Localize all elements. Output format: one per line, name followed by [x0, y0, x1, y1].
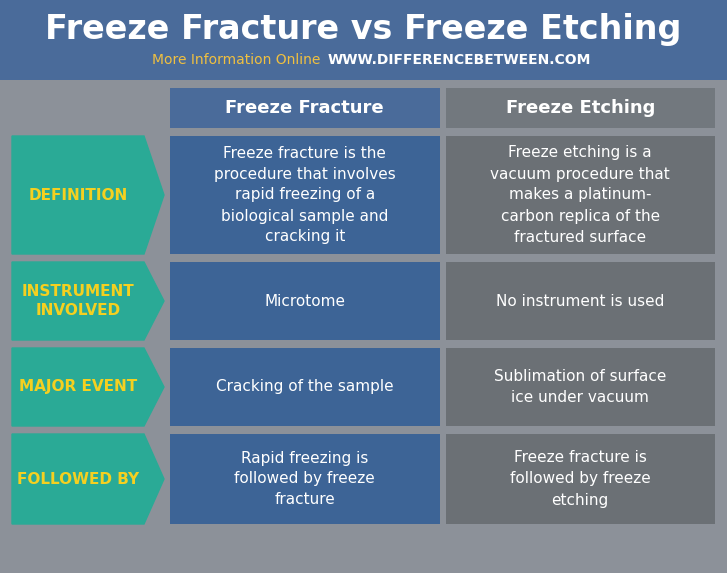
Text: No instrument is used: No instrument is used: [496, 293, 664, 308]
Text: WWW.DIFFERENCEBETWEEN.COM: WWW.DIFFERENCEBETWEEN.COM: [328, 53, 591, 67]
FancyBboxPatch shape: [170, 434, 440, 524]
Polygon shape: [12, 262, 164, 340]
Text: FOLLOWED BY: FOLLOWED BY: [17, 472, 139, 486]
FancyBboxPatch shape: [170, 136, 440, 254]
Text: DEFINITION: DEFINITION: [28, 187, 128, 202]
FancyBboxPatch shape: [446, 348, 715, 426]
Polygon shape: [12, 434, 164, 524]
Text: INSTRUMENT
INVOLVED: INSTRUMENT INVOLVED: [22, 284, 134, 318]
Text: MAJOR EVENT: MAJOR EVENT: [19, 379, 137, 394]
Text: More Information Online: More Information Online: [152, 53, 320, 67]
Text: Microtome: Microtome: [264, 293, 345, 308]
FancyBboxPatch shape: [170, 348, 440, 426]
FancyBboxPatch shape: [0, 0, 727, 80]
FancyBboxPatch shape: [446, 136, 715, 254]
Polygon shape: [12, 348, 164, 426]
Text: Freeze Fracture: Freeze Fracture: [225, 99, 384, 117]
FancyBboxPatch shape: [170, 88, 440, 128]
Text: Sublimation of surface
ice under vacuum: Sublimation of surface ice under vacuum: [494, 369, 667, 405]
FancyBboxPatch shape: [446, 434, 715, 524]
Text: Freeze fracture is
followed by freeze
etching: Freeze fracture is followed by freeze et…: [510, 450, 651, 508]
Text: Cracking of the sample: Cracking of the sample: [216, 379, 393, 394]
Text: Rapid freezing is
followed by freeze
fracture: Rapid freezing is followed by freeze fra…: [234, 450, 375, 508]
FancyBboxPatch shape: [446, 88, 715, 128]
Polygon shape: [12, 136, 164, 254]
FancyBboxPatch shape: [446, 262, 715, 340]
Text: Freeze fracture is the
procedure that involves
rapid freezing of a
biological sa: Freeze fracture is the procedure that in…: [214, 146, 395, 245]
Text: Freeze etching is a
vacuum procedure that
makes a platinum-
carbon replica of th: Freeze etching is a vacuum procedure tha…: [491, 146, 670, 245]
Text: Freeze Etching: Freeze Etching: [505, 99, 655, 117]
Text: Freeze Fracture vs Freeze Etching: Freeze Fracture vs Freeze Etching: [45, 14, 682, 46]
FancyBboxPatch shape: [170, 262, 440, 340]
